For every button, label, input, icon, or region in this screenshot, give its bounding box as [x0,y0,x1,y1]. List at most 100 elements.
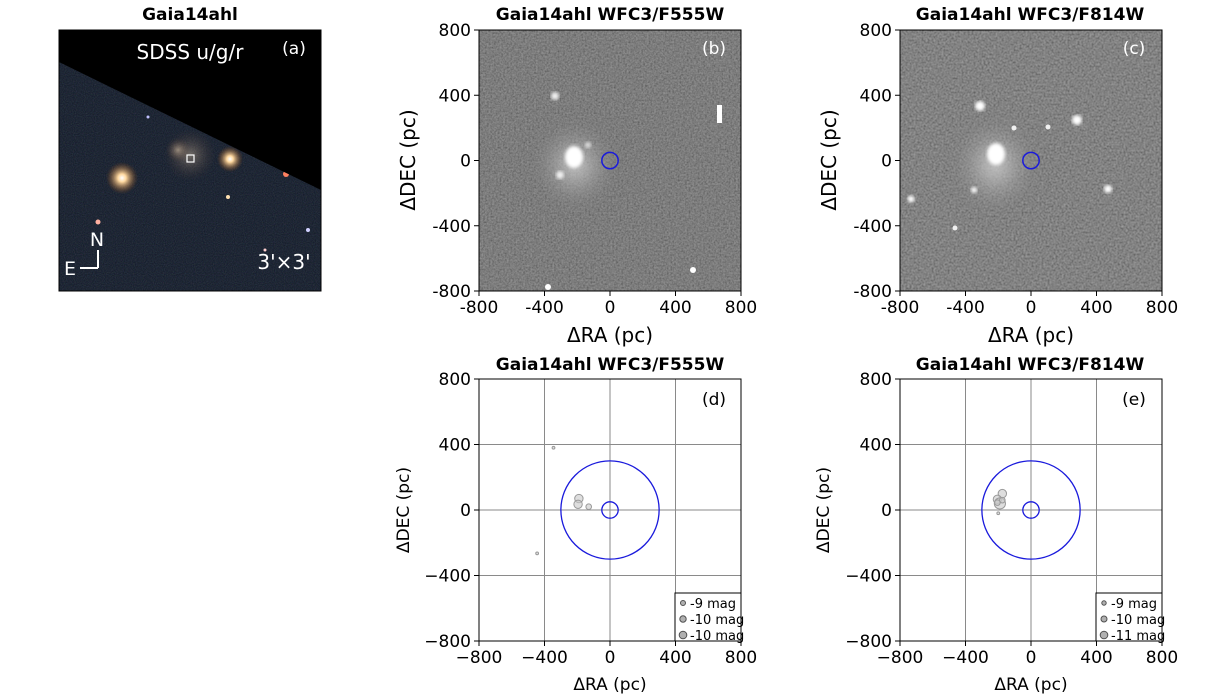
x-tick-label: 800 [725,298,757,318]
panel-e-title: Gaia14ahl WFC3/F814W [916,355,1145,375]
y-tick-label: 800 [439,370,471,390]
source-point [994,499,1001,506]
y-tick-label: 400 [860,436,892,456]
sn-position-box [186,154,195,163]
legend-marker [1101,600,1107,606]
x-tick-label: -400 [946,298,985,318]
panel-c-axes: -800-800 -400 -400 0 0 400 400 800 800 [853,21,1178,318]
compass-n: N [90,229,104,251]
x-tick-label: 400 [1080,648,1112,668]
panel-d-title: Gaia14ahl WFC3/F555W [496,355,725,375]
legend-marker [1099,630,1109,640]
panel-d-frame [478,378,742,642]
panel-d: Gaia14ahl WFC3/F555W −800−800 −400 −400 0 0 4… [394,355,757,695]
source-point [573,499,583,509]
radius-circle [601,501,619,519]
y-tick-label: 0 [460,501,471,521]
panel-a-label: (a) [282,39,306,59]
panel-b-title: Gaia14ahl WFC3/F555W [496,5,725,25]
panel-b-label: (b) [702,39,726,59]
panel-b-axes: -800-800 -400 -400 0 0 400 400 800 800 [432,21,757,318]
y-tick-label: 800 [860,370,892,390]
x-tick-label: 0 [1026,648,1037,668]
x-tick-label: 800 [725,648,757,668]
panel-c-title: Gaia14ahl WFC3/F814W [916,5,1145,25]
panel-b-ylabel: ΔDEC (pc) [396,109,420,210]
y-tick-label: 400 [860,86,892,106]
x-tick-label: -800 [881,298,920,318]
panel-d-plot: −800−800 −400 −400 0 0 400 400 800 800 -9 mag -10 … [424,370,757,668]
radius-circle [981,460,1081,560]
panel-d-ylabel: ΔDEC (pc) [394,467,414,553]
panel-b-xlabel: ΔRA (pc) [567,323,653,347]
panel-c-ylabel: ΔDEC (pc) [817,109,841,210]
x-tick-label: −800 [877,648,924,668]
x-tick-label: 400 [659,648,691,668]
panel-d-label: (d) [702,390,726,410]
legend-marker [679,615,687,623]
panel-c-image [900,30,1162,291]
x-tick-label: 800 [1146,298,1178,318]
legend-marker [680,600,686,606]
legend-entry: -9 mag [1111,597,1157,612]
y-tick-label: -400 [432,217,471,237]
x-tick-label: -800 [460,298,499,318]
source-point [996,511,1001,516]
panel-c-label: (c) [1123,39,1146,59]
legend-entry: -11 mag [1111,629,1165,644]
radius-circle [1022,501,1040,519]
panel-e-plot: −800−800 −400 −400 0 0 400 400 800 800 -9 mag-10 … [845,370,1178,668]
compass: N E [64,229,104,280]
source-point [551,445,556,450]
y-tick-label: 400 [439,86,471,106]
x-tick-label: 400 [1080,298,1112,318]
panel-e-ylabel: ΔDEC (pc) [814,467,834,553]
x-tick-label: −400 [521,648,568,668]
panel-b-image [479,30,741,291]
panel-a-title: Gaia14ahl [142,5,238,25]
source-point [535,551,540,556]
y-tick-label: 800 [860,21,892,41]
radius-circle [560,460,660,560]
y-tick-label: -400 [853,217,892,237]
y-tick-label: 0 [460,152,471,172]
x-tick-label: 400 [659,298,691,318]
panel-e-label: (e) [1122,390,1146,410]
x-tick-label: 0 [1026,298,1037,318]
legend-marker [1100,615,1108,623]
panel-d-xlabel: ΔRA (pc) [573,675,646,695]
panel-a-size-text: 3'×3' [257,250,310,274]
panel-a: Gaia14ahl SDSS u/g/r (a) N E 3'×3' [58,5,322,292]
sn-position-marker [601,151,619,170]
panel-e-frame [899,378,1163,642]
panel-e-xlabel: ΔRA (pc) [994,675,1067,695]
panel-b: Gaia14ahl WFC3/F555W -800-800 -400 -400 0 0 4… [396,5,757,347]
x-tick-label: −800 [456,648,503,668]
panel-c: Gaia14ahl WFC3/F814W -800-800 -400 -400 0 0 4… [817,5,1178,347]
legend-entry: -10 mag [690,629,744,644]
x-tick-label: 0 [605,648,616,668]
y-tick-label: -800 [432,282,471,302]
y-tick-label: −800 [845,632,892,652]
x-tick-label: 0 [605,298,616,318]
panel-e: Gaia14ahl WFC3/F814W −800−800 −400 −400 0 0 4… [814,355,1178,695]
legend-entry: -9 mag [690,597,736,612]
y-tick-label: 800 [439,21,471,41]
y-tick-label: −400 [424,567,471,587]
legend-marker [678,630,688,640]
x-tick-label: 800 [1146,648,1178,668]
source-point [585,503,593,511]
y-tick-label: −800 [424,632,471,652]
panel-a-filter-text: SDSS u/g/r [137,40,245,64]
x-tick-label: −400 [942,648,989,668]
x-tick-label: -400 [525,298,564,318]
y-tick-label: 0 [881,152,892,172]
y-tick-label: 400 [439,436,471,456]
legend-entry: -10 mag [1111,613,1165,628]
y-tick-label: 0 [881,501,892,521]
sn-position-marker [1022,151,1040,170]
y-tick-label: −400 [845,567,892,587]
sdss-image [59,30,321,291]
y-tick-label: -800 [853,282,892,302]
